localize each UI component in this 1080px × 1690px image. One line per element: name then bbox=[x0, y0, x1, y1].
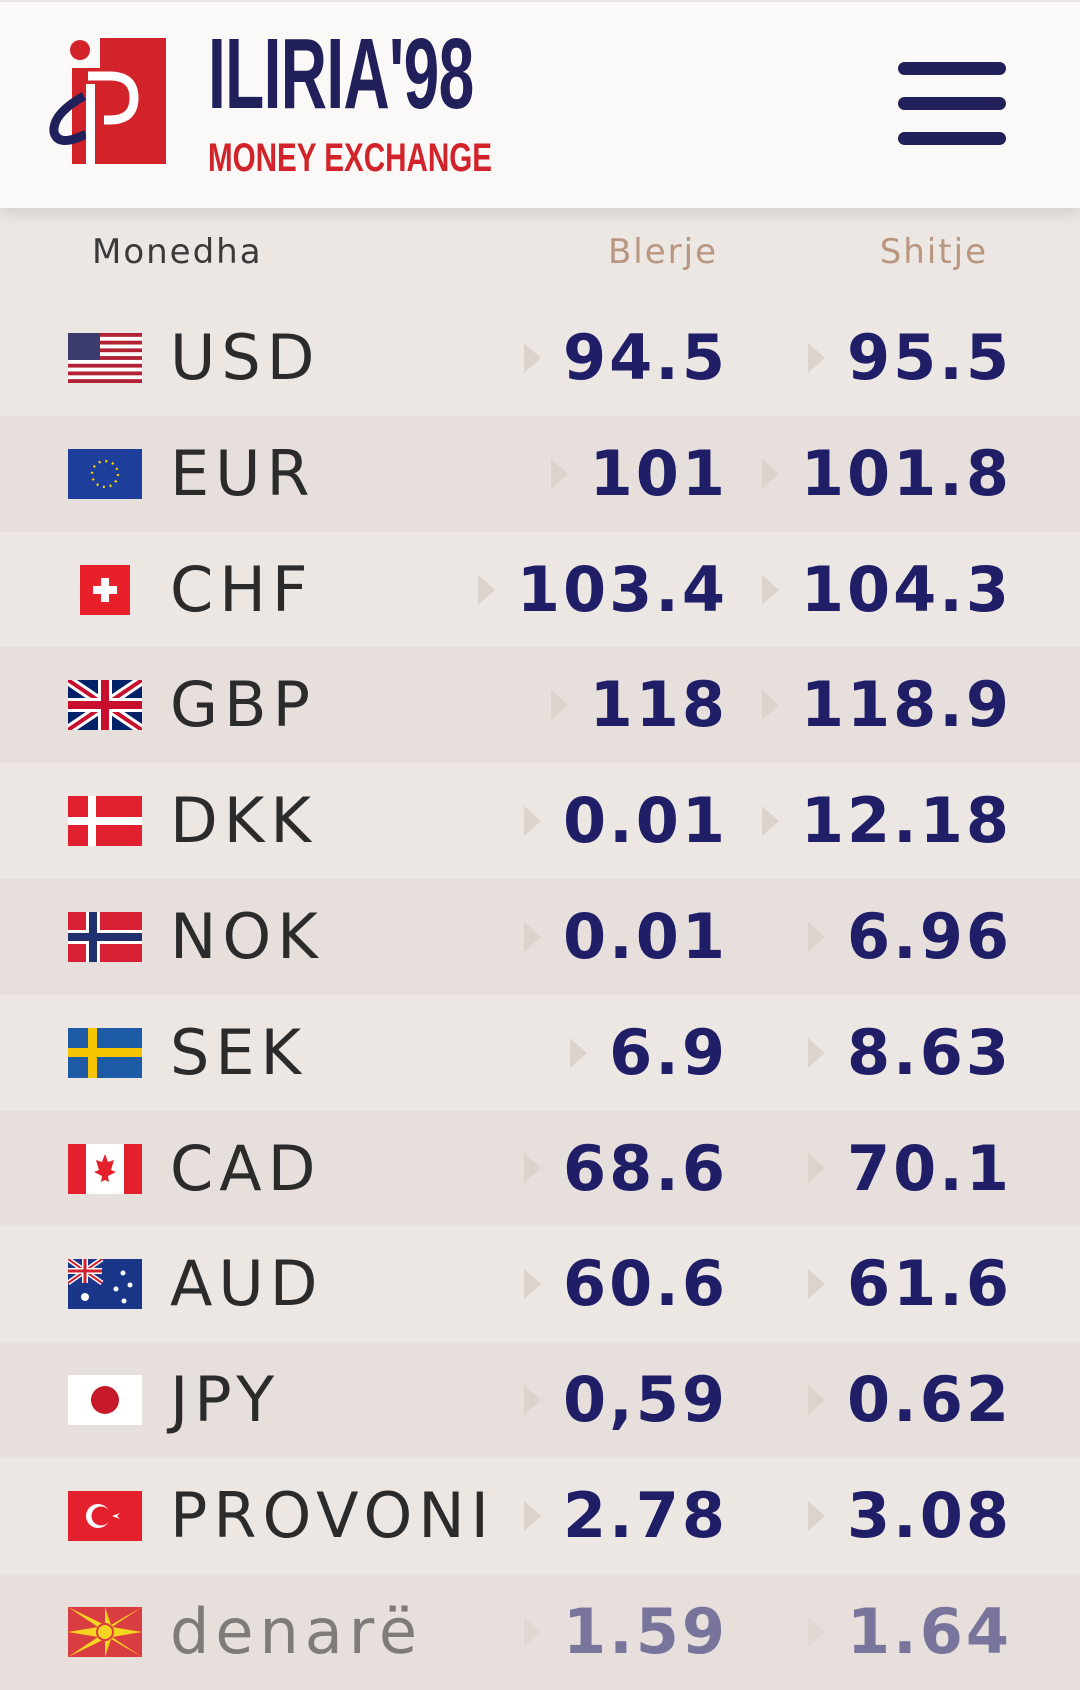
caret-right-icon bbox=[808, 1037, 826, 1068]
menu-bar bbox=[898, 97, 1006, 110]
brand-subtitle: MONEY EXCHANGE bbox=[208, 136, 492, 180]
sell-rate: 95.5 bbox=[808, 300, 1012, 416]
buy-rate: 6.9 bbox=[570, 995, 728, 1111]
caret-right-icon bbox=[524, 806, 542, 837]
table-row[interactable]: CHF 103.4 104.3 bbox=[0, 532, 1080, 648]
site-header: ILIRIA'98 MONEY EXCHANGE bbox=[0, 0, 1080, 208]
table-row[interactable]: denarë 1.59 1.64 bbox=[0, 1573, 1080, 1690]
sell-rate: 104.3 bbox=[761, 532, 1012, 648]
tr-flag-icon bbox=[68, 1490, 142, 1541]
column-header-currency: Monedha bbox=[92, 232, 263, 272]
table-row[interactable]: DKK 0.01 12.18 bbox=[0, 763, 1080, 879]
buy-rate: 1.59 bbox=[524, 1574, 728, 1690]
caret-right-icon bbox=[808, 1385, 826, 1416]
caret-right-icon bbox=[550, 458, 568, 489]
buy-rate: 0.01 bbox=[524, 879, 728, 995]
sell-rate: 61.6 bbox=[808, 1226, 1012, 1342]
caret-right-icon bbox=[808, 1269, 826, 1300]
no-flag-icon bbox=[68, 911, 142, 962]
caret-right-icon bbox=[761, 574, 779, 605]
table-row[interactable]: USD 94.5 95.5 bbox=[0, 300, 1080, 416]
currency-code: DKK bbox=[170, 784, 318, 858]
caret-right-icon bbox=[808, 921, 826, 952]
sell-rate: 3.08 bbox=[808, 1458, 1012, 1574]
table-row[interactable]: JPY 0,59 0.62 bbox=[0, 1342, 1080, 1458]
hamburger-menu-icon[interactable] bbox=[896, 60, 1008, 150]
us-flag-icon bbox=[68, 333, 142, 383]
caret-right-icon bbox=[524, 1385, 542, 1416]
table-row[interactable]: EUR 101 101.8 bbox=[0, 415, 1080, 532]
buy-rate: 0.01 bbox=[524, 763, 728, 879]
caret-right-icon bbox=[524, 342, 542, 373]
currency-code: USD bbox=[170, 321, 321, 394]
buy-rate: 101 bbox=[550, 416, 728, 532]
currency-code: EUR bbox=[170, 436, 316, 510]
buy-rate: 94.5 bbox=[524, 300, 728, 416]
currency-code: GBP bbox=[170, 668, 316, 742]
table-row[interactable]: AUD 60.6 61.6 bbox=[0, 1226, 1080, 1342]
brand-name: ILIRIA'98 bbox=[208, 18, 474, 130]
table-row[interactable]: CAD 68.6 70.1 bbox=[0, 1110, 1080, 1227]
caret-right-icon bbox=[524, 921, 542, 952]
caret-right-icon bbox=[761, 690, 779, 721]
sell-rate: 118.9 bbox=[761, 647, 1012, 763]
sell-rate: 1.64 bbox=[808, 1574, 1012, 1690]
brand-logo-icon[interactable] bbox=[48, 36, 168, 176]
exchange-rate-table: USD 94.5 95.5 EUR 101 101.8 CHF 103.4 104.3 GBP 11… bbox=[0, 300, 1080, 1690]
jp-flag-icon bbox=[68, 1375, 142, 1426]
column-header-sell: Shitje bbox=[879, 232, 988, 272]
caret-right-icon bbox=[524, 1500, 542, 1531]
sell-rate: 101.8 bbox=[761, 416, 1012, 532]
caret-right-icon bbox=[524, 1269, 542, 1300]
caret-right-icon bbox=[550, 690, 568, 721]
eu-flag-icon bbox=[68, 448, 142, 499]
caret-right-icon bbox=[524, 1153, 542, 1184]
caret-right-icon bbox=[477, 574, 495, 605]
sell-rate: 6.96 bbox=[808, 879, 1012, 995]
sell-rate: 12.18 bbox=[761, 763, 1012, 879]
buy-rate: 68.6 bbox=[524, 1111, 728, 1227]
table-row[interactable]: PROVONI 2.78 3.08 bbox=[0, 1458, 1080, 1574]
buy-rate: 2.78 bbox=[524, 1458, 728, 1574]
currency-code: SEK bbox=[170, 1015, 308, 1089]
menu-bar bbox=[898, 132, 1006, 145]
menu-bar bbox=[898, 62, 1006, 75]
currency-code: CAD bbox=[170, 1131, 322, 1205]
buy-rate: 0,59 bbox=[524, 1342, 728, 1458]
column-header-buy: Blerje bbox=[607, 232, 718, 272]
se-flag-icon bbox=[68, 1027, 142, 1078]
ca-flag-icon bbox=[68, 1143, 142, 1194]
table-row[interactable]: GBP 118 118.9 bbox=[0, 647, 1080, 764]
currency-code: JPY bbox=[170, 1363, 281, 1437]
currency-code: denarë bbox=[170, 1594, 424, 1668]
caret-right-icon bbox=[524, 1616, 542, 1647]
au-flag-icon bbox=[68, 1259, 142, 1310]
sell-rate: 8.63 bbox=[808, 995, 1012, 1111]
currency-code: PROVONI bbox=[170, 1478, 495, 1552]
caret-right-icon bbox=[808, 1616, 826, 1647]
caret-right-icon bbox=[761, 806, 779, 837]
buy-rate: 118 bbox=[550, 647, 728, 763]
dk-flag-icon bbox=[68, 796, 142, 847]
currency-code: AUD bbox=[170, 1247, 324, 1321]
sell-rate: 70.1 bbox=[808, 1111, 1012, 1227]
caret-right-icon bbox=[808, 1500, 826, 1531]
ch-flag-icon bbox=[68, 564, 142, 615]
table-row[interactable]: SEK 6.9 8.63 bbox=[0, 995, 1080, 1111]
caret-right-icon bbox=[761, 458, 779, 489]
mk-flag-icon bbox=[68, 1606, 142, 1657]
caret-right-icon bbox=[808, 1153, 826, 1184]
caret-right-icon bbox=[570, 1037, 588, 1068]
currency-code: NOK bbox=[170, 899, 324, 973]
table-row[interactable]: NOK 0.01 6.96 bbox=[0, 878, 1080, 995]
currency-code: CHF bbox=[170, 552, 314, 626]
caret-right-icon bbox=[808, 342, 826, 373]
buy-rate: 103.4 bbox=[477, 532, 728, 648]
buy-rate: 60.6 bbox=[524, 1226, 728, 1342]
sell-rate: 0.62 bbox=[808, 1342, 1012, 1458]
gb-flag-icon bbox=[68, 680, 142, 731]
